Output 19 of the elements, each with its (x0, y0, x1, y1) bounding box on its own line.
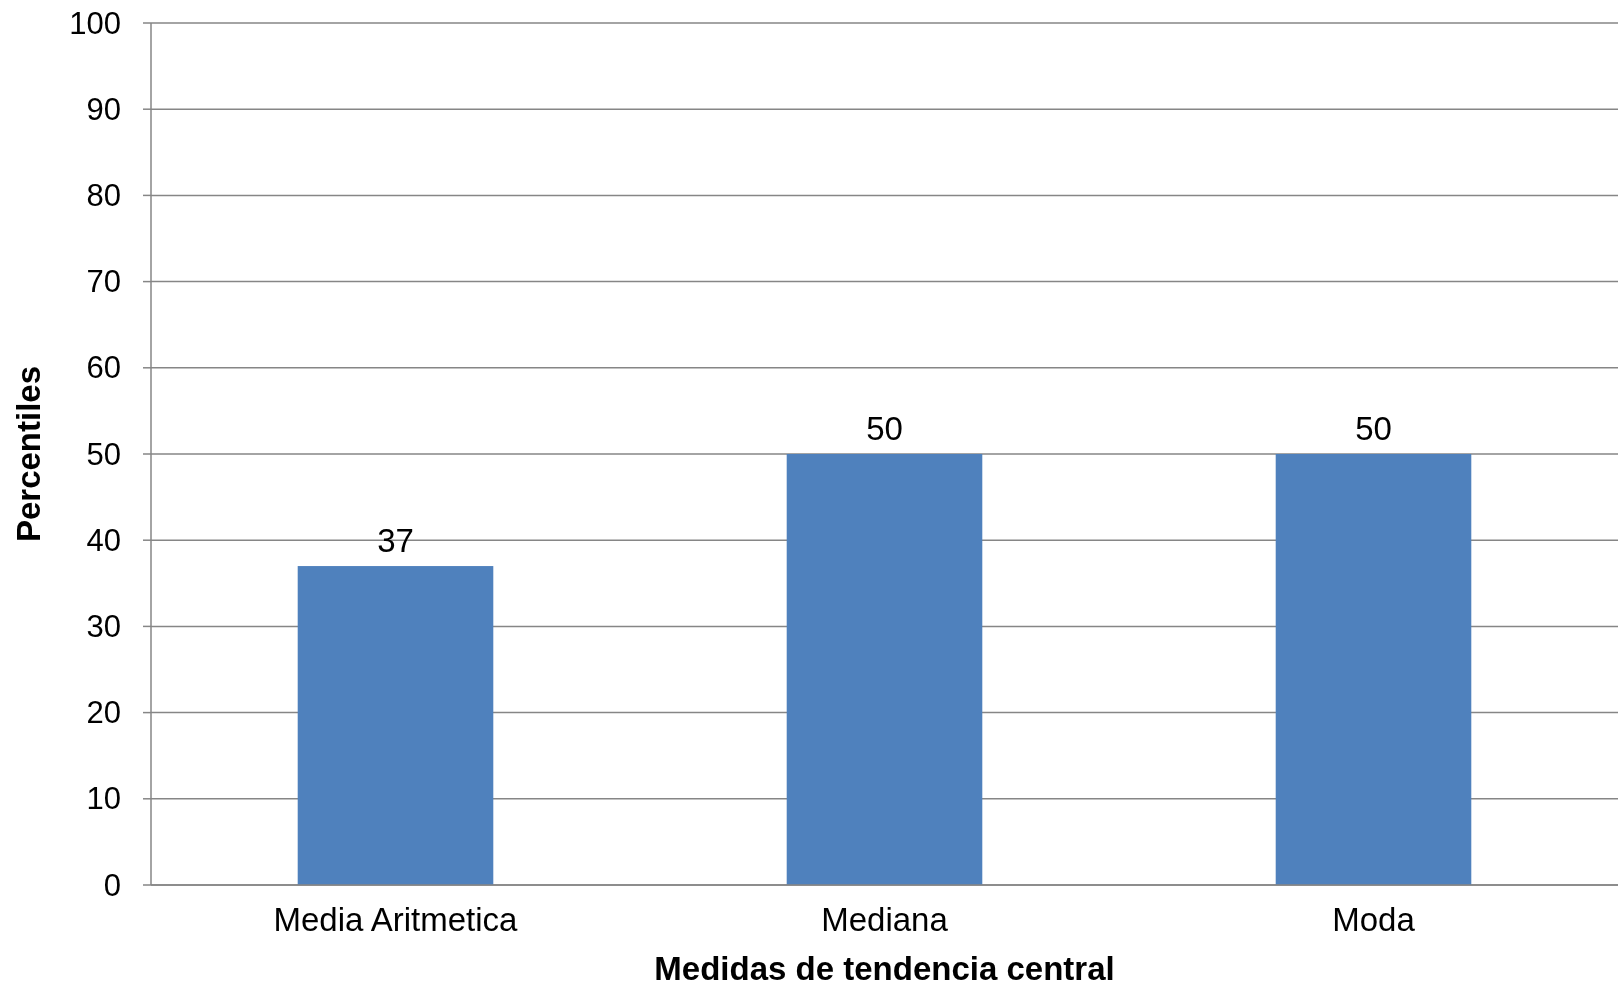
x-tick-label: Media Aritmetica (273, 901, 519, 938)
data-label: 50 (1355, 410, 1392, 447)
y-tick-label: 0 (103, 867, 121, 903)
y-tick-label: 50 (86, 436, 121, 472)
data-label: 37 (377, 522, 414, 560)
y-tick-label: 100 (69, 5, 121, 41)
y-tick-label: 20 (86, 695, 121, 731)
y-tick-label: 80 (86, 177, 121, 213)
y-tick-label: 60 (86, 350, 121, 386)
y-axis-title: Percentiles (10, 365, 47, 543)
y-tick-label: 70 (86, 264, 121, 300)
y-tick-label: 10 (86, 781, 121, 817)
x-axis-title: Medidas de tendencia central (654, 950, 1115, 987)
y-tick-label: 40 (86, 522, 121, 558)
x-tick-label: Mediana (821, 901, 949, 938)
data-label: 50 (866, 410, 903, 447)
x-tick-label: Moda (1332, 901, 1416, 938)
y-tick-label: 90 (86, 91, 121, 127)
y-tick-label: 30 (86, 608, 121, 644)
